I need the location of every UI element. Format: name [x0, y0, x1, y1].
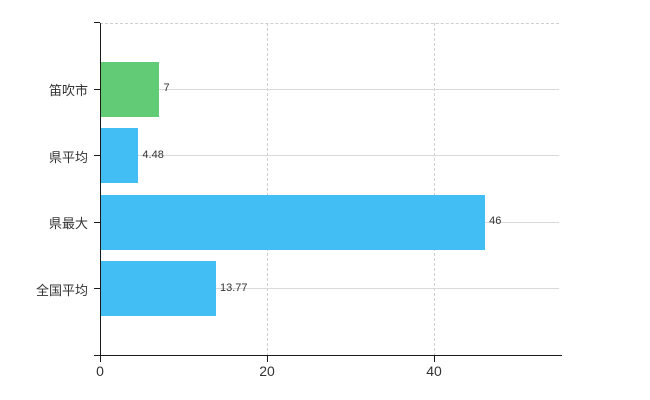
y-axis-tick	[94, 221, 100, 223]
gridline-vertical	[267, 22, 268, 356]
bar	[101, 61, 160, 117]
x-axis-tick	[266, 355, 268, 362]
x-axis-line	[94, 355, 562, 356]
bar	[101, 194, 486, 250]
value-label: 7	[163, 82, 170, 95]
gridline-horizontal	[100, 88, 559, 90]
y-axis-tick	[94, 88, 100, 90]
gridline-horizontal	[100, 288, 559, 290]
x-tick-label: 40	[426, 362, 442, 379]
value-label: 46	[489, 215, 502, 228]
y-axis-tick	[94, 288, 100, 290]
category-label: 笛吹市	[48, 83, 88, 99]
y-axis-tick	[94, 155, 100, 157]
category-label: 県平均	[48, 149, 88, 165]
plot-top-border	[100, 22, 559, 24]
gridline-vertical	[434, 22, 435, 356]
y-axis-line	[99, 22, 101, 356]
bar	[101, 128, 139, 184]
gridline-horizontal	[100, 155, 559, 157]
x-tick-label: 20	[259, 362, 275, 379]
x-axis-tick	[99, 355, 101, 362]
x-axis-tick	[433, 355, 435, 362]
value-label: 13.77	[219, 281, 248, 294]
x-tick-label: 0	[96, 362, 104, 379]
y-axis-tick-top	[94, 22, 100, 23]
bar	[101, 261, 216, 317]
value-label: 4.48	[142, 148, 164, 161]
category-label: 県最大	[48, 216, 88, 232]
category-label: 全国平均	[35, 282, 88, 298]
